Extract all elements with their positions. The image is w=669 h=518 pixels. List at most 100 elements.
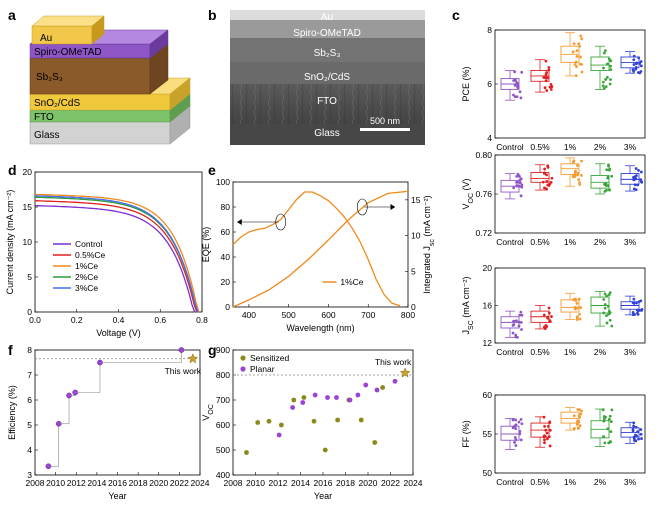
data-point <box>572 414 576 418</box>
x-axis-label: Year <box>108 491 126 501</box>
data-point <box>516 172 520 176</box>
y-tick-label: 16 <box>483 301 493 311</box>
data-point <box>577 420 581 424</box>
data-point <box>291 397 297 403</box>
data-point <box>547 306 551 310</box>
data-point <box>634 425 638 429</box>
x-tick-label: 500 <box>282 310 296 320</box>
data-point <box>603 306 607 310</box>
layer-label-sb2s3: Sb₂S₃ <box>36 72 63 83</box>
data-point <box>549 88 553 91</box>
data-point <box>546 76 549 80</box>
data-point <box>607 293 611 297</box>
layer-label-au: Au <box>40 33 52 44</box>
eqe-chart: 400 500 600 700 800020406080100051015Wavelen… <box>201 177 436 333</box>
data-point <box>518 175 521 178</box>
y-tick-label: 50 <box>483 468 493 478</box>
data-point <box>609 420 613 424</box>
data-point <box>610 174 614 178</box>
data-point <box>363 382 369 388</box>
data-point <box>635 308 639 312</box>
x-tick-label: 3% <box>624 237 637 247</box>
data-point <box>579 34 583 38</box>
data-point <box>636 430 640 434</box>
data-point <box>544 428 548 432</box>
sem-label-fto: FTO <box>317 96 337 107</box>
data-point <box>609 64 612 68</box>
data-point <box>577 426 580 430</box>
data-point <box>579 412 583 416</box>
y-axis-label: EQE (%) <box>201 227 211 263</box>
x-tick-label: Control <box>496 347 524 357</box>
y-tick-label: 40 <box>221 252 231 262</box>
data-point <box>255 420 261 425</box>
layer-label-glass: Glass <box>34 130 60 141</box>
data-point <box>635 434 639 438</box>
sem-label-sno2-cds: SnO₂/CdS <box>304 72 350 83</box>
data-point <box>548 85 552 89</box>
data-point <box>639 428 643 431</box>
data-point <box>545 89 549 92</box>
data-point <box>637 437 640 441</box>
data-point <box>578 312 581 316</box>
data-point <box>603 303 607 306</box>
data-point <box>518 178 522 182</box>
data-point <box>632 54 636 58</box>
data-point <box>609 78 612 81</box>
x-tick-label: 3% <box>624 347 637 357</box>
data-point <box>514 335 518 339</box>
y-tick-label: 55 <box>483 429 493 439</box>
data-point <box>604 85 608 89</box>
x-tick-label: 2% <box>594 142 607 152</box>
data-point <box>543 186 546 190</box>
x-tick-label: 2008 <box>26 478 45 488</box>
data-point <box>637 300 641 304</box>
data-point <box>517 324 521 328</box>
data-point <box>515 82 519 85</box>
data-point <box>603 49 607 53</box>
x-tick-label: 2010 <box>246 478 265 488</box>
data-point <box>519 310 523 314</box>
data-point <box>631 310 635 314</box>
y-tick-label: 900 <box>216 345 230 355</box>
y-tick-label: 60 <box>483 390 493 400</box>
x-axis-label: Year <box>314 491 332 501</box>
data-point <box>632 424 636 428</box>
data-point <box>609 68 613 72</box>
x-tick-label: 2010 <box>46 478 65 488</box>
y-tick-label: 800 <box>216 370 230 380</box>
data-point <box>545 437 549 441</box>
data-point <box>607 57 611 61</box>
data-point <box>610 324 614 328</box>
data-point <box>519 438 523 442</box>
y-tick-label: 80 <box>221 202 231 212</box>
data-point <box>547 66 551 69</box>
data-point <box>606 176 610 180</box>
data-point <box>515 95 519 99</box>
data-point <box>543 171 546 175</box>
x-tick-label: 2016 <box>314 478 333 488</box>
x-tick-label: 0.5% <box>530 142 550 152</box>
panel-label-c: c <box>452 7 460 23</box>
data-point <box>514 319 518 323</box>
data-point <box>580 173 583 177</box>
data-point <box>632 437 636 441</box>
data-point <box>608 291 612 295</box>
data-point <box>516 86 520 90</box>
data-point <box>607 163 610 167</box>
y-tick-label: 20 <box>483 263 493 273</box>
data-point <box>546 316 550 320</box>
data-point <box>602 435 605 438</box>
layer-label-spiro: Spiro-OMeTAD <box>34 47 102 58</box>
data-point <box>602 311 606 315</box>
data-point <box>513 441 516 444</box>
data-point <box>544 79 548 83</box>
data-point <box>541 180 545 184</box>
x-tick-label: 0.4 <box>113 315 125 325</box>
y-axis-label: PCE (%) <box>461 66 471 101</box>
data-point <box>546 166 550 169</box>
data-point <box>300 400 306 405</box>
data-point <box>515 184 519 188</box>
jv-curve <box>34 193 200 313</box>
sem-label-sb2s3: Sb₂S₃ <box>314 48 341 59</box>
